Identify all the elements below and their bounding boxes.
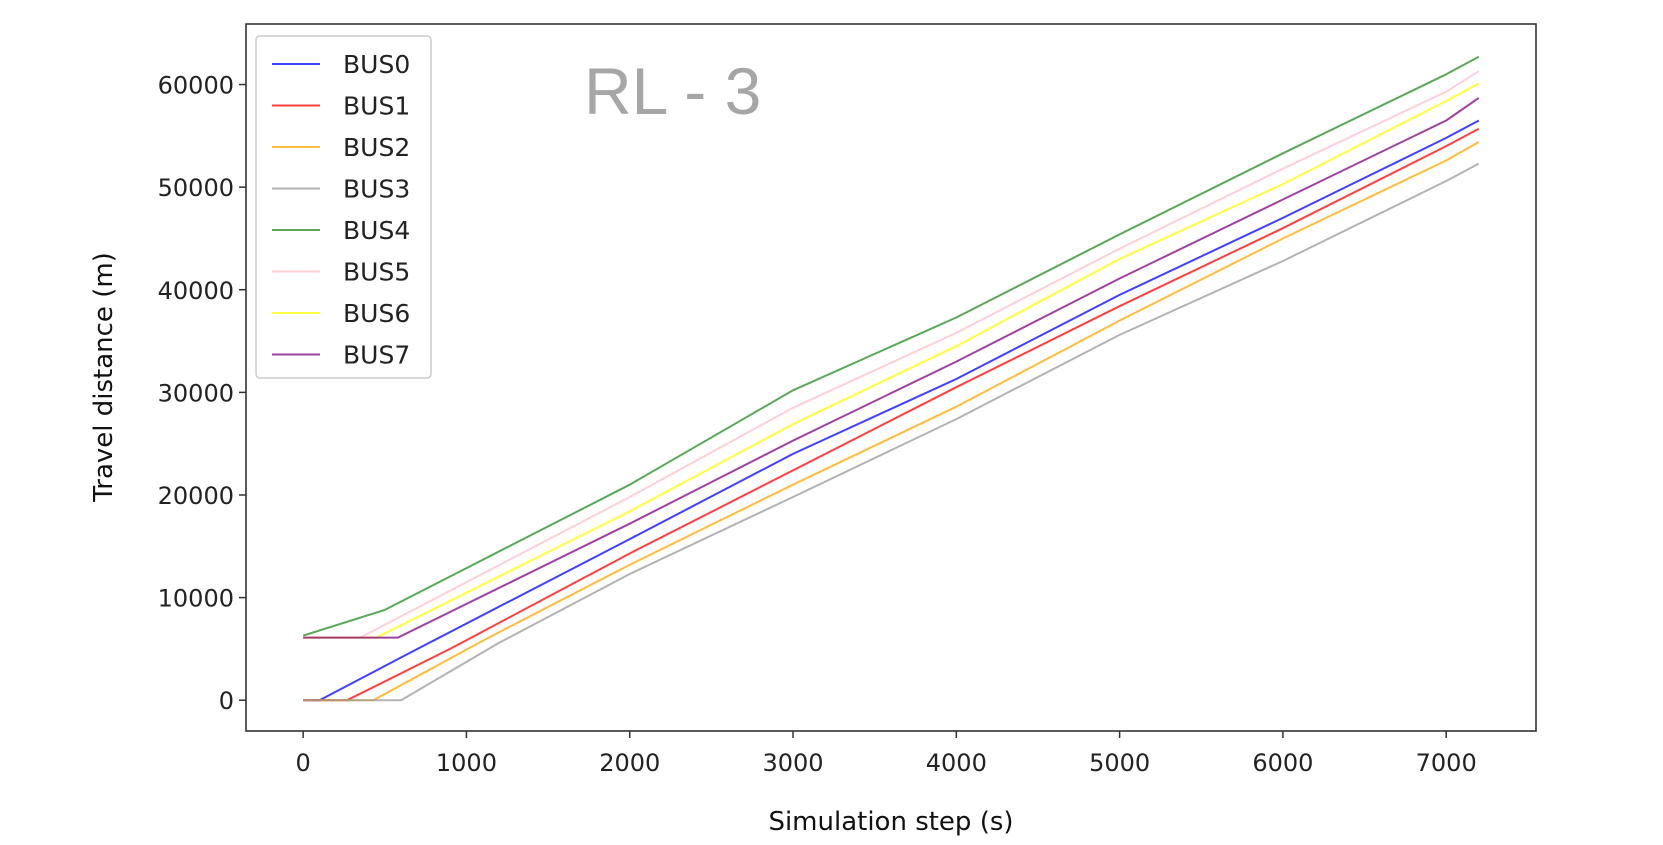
legend-label: BUS1 — [343, 92, 410, 121]
legend-label: BUS3 — [343, 175, 410, 204]
series-line-bus4 — [302, 55, 1480, 637]
legend-item-bus3: BUS3 — [272, 175, 410, 204]
legend-item-bus7: BUS7 — [272, 341, 410, 370]
y-tick-label: 50000 — [158, 174, 234, 202]
series-line-bus6 — [303, 82, 1480, 639]
overlay-label: RL - 3 — [584, 54, 761, 128]
legend-item-bus6: BUS6 — [272, 299, 410, 328]
legend: BUS0 BUS1 BUS2 BUS3 BUS4 BUS5 BUS6 BUS7 — [255, 35, 432, 379]
legend-label: BUS7 — [343, 341, 410, 370]
x-tick-label: 3000 — [762, 749, 823, 777]
legend-label: BUS4 — [343, 216, 410, 245]
series-line-bus1 — [303, 127, 1480, 702]
legend-item-bus2: BUS2 — [272, 133, 410, 162]
legend-item-bus1: BUS1 — [272, 92, 410, 121]
x-tick-label: 4000 — [926, 749, 987, 777]
legend-item-bus5: BUS5 — [272, 258, 410, 287]
legend-box — [255, 35, 432, 379]
y-tick-label: 30000 — [158, 379, 234, 407]
legend-label: BUS0 — [343, 50, 410, 79]
legend-label: BUS5 — [343, 258, 410, 287]
series-line-bus3 — [303, 162, 1480, 702]
x-axis-label: Simulation step (s) — [768, 807, 1013, 837]
x-tick-label: 2000 — [599, 749, 660, 777]
y-tick-label: 0 — [219, 687, 234, 715]
legend-items: BUS0 BUS1 BUS2 BUS3 BUS4 BUS5 BUS6 BUS7 — [272, 50, 410, 370]
x-tick-label: 1000 — [436, 749, 497, 777]
y-tick-label: 40000 — [158, 277, 234, 305]
y-axis-label: Travel distance (m) — [89, 252, 119, 503]
y-tick-label: 20000 — [158, 482, 234, 510]
series-line-bus5 — [303, 70, 1480, 639]
x-tick-label: 6000 — [1252, 749, 1313, 777]
y-axis-ticks: 0 10000 20000 30000 40000 50000 60000 — [158, 72, 246, 715]
x-tick-label: 5000 — [1089, 749, 1150, 777]
series-line-bus2 — [303, 141, 1480, 702]
x-axis-ticks: 0 1000 2000 3000 4000 5000 6000 7000 — [296, 731, 1477, 777]
legend-label: BUS2 — [343, 133, 410, 162]
legend-item-bus4: BUS4 — [272, 216, 410, 245]
y-tick-label: 60000 — [158, 72, 234, 100]
legend-item-bus0: BUS0 — [272, 50, 410, 79]
x-tick-label: 7000 — [1416, 749, 1477, 777]
x-tick-label: 0 — [296, 749, 311, 777]
series-layer — [302, 55, 1480, 702]
y-tick-label: 10000 — [158, 585, 234, 613]
legend-label: BUS6 — [343, 299, 410, 328]
series-line-bus0 — [303, 119, 1480, 702]
series-line-bus7 — [303, 97, 1480, 639]
